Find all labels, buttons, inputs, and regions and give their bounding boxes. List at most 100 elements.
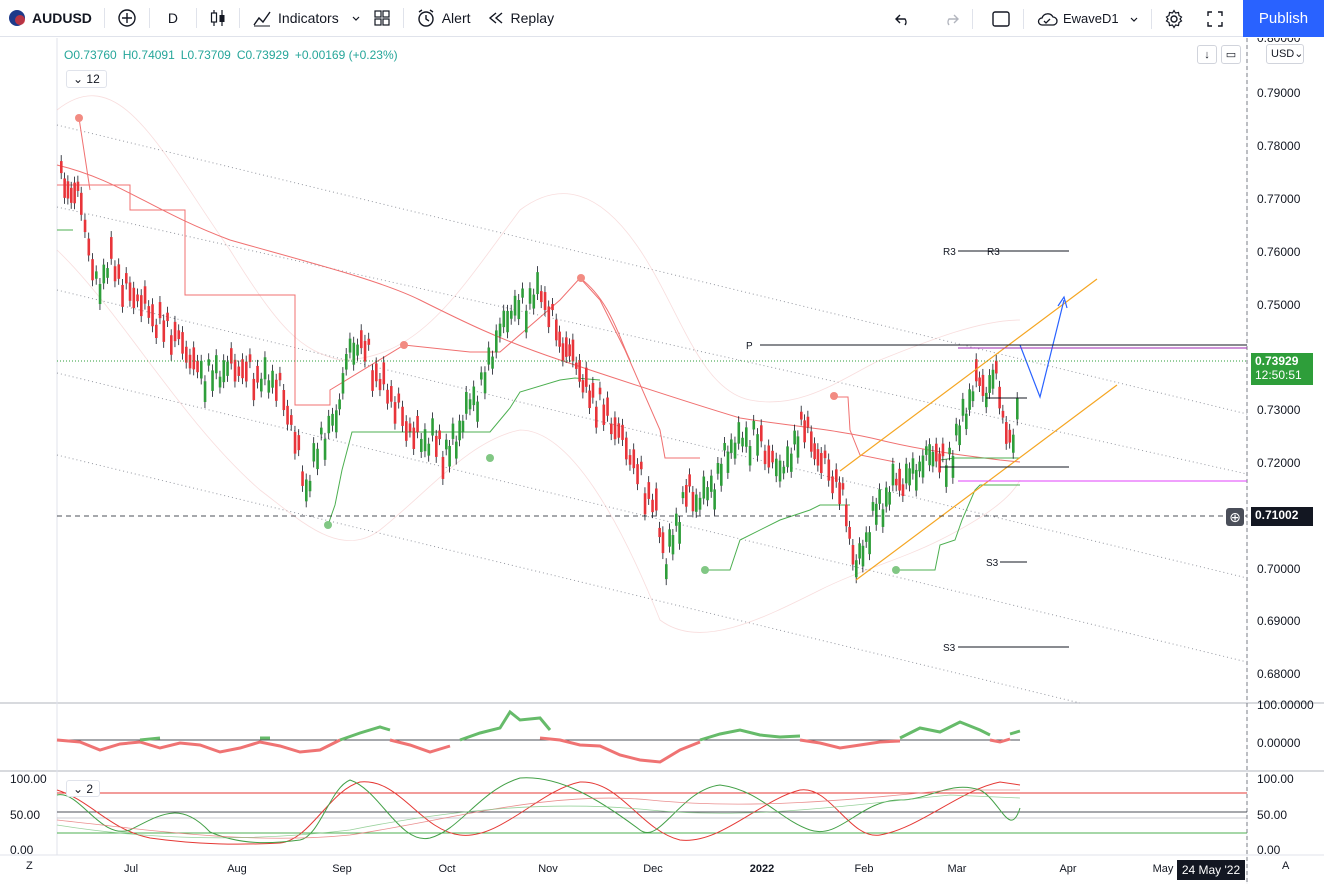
channel-line[interactable] [56,372,1248,663]
candle-body [971,391,975,402]
scroll-down-button[interactable]: ↓ [1197,45,1217,64]
candle-body [335,410,338,433]
candle-body [885,487,888,507]
p-label: P [746,341,753,352]
candle-body [741,437,744,447]
rising-channel-lower[interactable] [855,384,1118,581]
candle-body [540,291,543,303]
candle-body [356,344,359,356]
oscillator-pane[interactable] [56,709,1021,764]
chart-type-button[interactable] [201,0,235,37]
chart-canvas[interactable]: R3 R3 P S3 S3 0.79000 0.78000 0.77000 0.760… [0,38,1324,884]
candle-body [412,427,416,449]
candle-body [308,480,312,492]
pane3-collapse-button[interactable]: ⌄ 2 [66,780,101,797]
candle-body [796,436,800,458]
channel-line[interactable] [56,454,1081,704]
layout-name-button[interactable]: EwaveD1 [1028,0,1147,37]
symbol-label: AUDUSD [32,10,92,26]
candles-icon [210,10,225,26]
candle-body [1012,434,1015,453]
candle-body [678,522,681,544]
candle-body [610,423,613,435]
candle-body [931,451,935,467]
candle-body [928,444,931,466]
symbol-search[interactable]: AUDUSD [0,0,100,37]
candle-body [782,466,786,474]
candle-body [352,342,356,365]
layout-icon [992,10,1010,27]
compare-button[interactable] [109,0,145,37]
separator [1023,8,1024,29]
last-price-tag: 0.73929 12:50:51 [1251,353,1313,385]
countdown-value: 12:50:51 [1255,368,1302,382]
candle-body [921,455,925,478]
marker-high [577,274,585,282]
forecast-line[interactable] [1019,299,1065,399]
fullscreen-button[interactable] [1198,0,1232,37]
candle-body [723,442,726,451]
top-toolbar: AUDUSD D Indicators [0,0,1324,37]
candle-body [730,439,733,453]
candle-body [905,463,908,484]
candle-body [140,295,143,317]
price-tick-label: 0.80000 [1257,38,1301,45]
candle-body [360,330,363,349]
forecast-path[interactable] [1019,295,1068,399]
oscillator-axis[interactable]: 100.00000 0.00000 [1257,698,1314,750]
candle-body [778,460,782,482]
replay-button[interactable]: Replay [479,0,563,37]
stochastic-pane[interactable] [56,777,1247,845]
channel-line[interactable] [56,289,1248,579]
stoch-slow-line-2 [56,794,1021,839]
auto-scale-button[interactable]: A [1282,860,1289,872]
templates-dropdown[interactable] [347,0,365,37]
undo-icon [895,14,907,25]
indicators-collapse-button[interactable]: ⌄ 12 [66,70,107,88]
candle-body [640,461,643,470]
templates-button[interactable] [365,0,399,37]
candle-body [995,360,998,374]
crosshair-date-value: 24 May '22 [1181,863,1241,877]
candle-body [245,361,248,382]
time-axis[interactable]: Jul Aug Sep Oct Nov Dec 2022 Feb Mar Apr May [124,863,1174,875]
candle-body [441,456,445,479]
time-tick-label: 2022 [750,863,774,875]
candle-body [915,469,918,491]
candle-body [271,370,274,388]
interval-button[interactable]: D [154,0,192,37]
descending-channel[interactable] [56,124,1248,704]
indicators-button[interactable]: Indicators [244,0,347,37]
candle-body [898,468,901,491]
settings-button[interactable] [1156,0,1192,37]
candle-body [98,283,102,305]
publish-button[interactable]: Publish [1243,0,1324,37]
candle-body [632,449,636,469]
add-alert-button[interactable]: ⊕ [1226,508,1244,526]
channel-line[interactable] [56,206,1248,475]
candlestick-series[interactable] [60,155,1019,586]
rising-channel[interactable] [839,278,1118,581]
alert-button[interactable]: Alert [408,0,479,37]
chevron-down-icon: ⌄ [73,72,84,86]
layout-button[interactable] [983,0,1019,37]
undo-button[interactable] [886,0,920,37]
zoom-button[interactable]: Z [26,860,33,872]
candle-body [483,372,487,394]
rising-channel-upper[interactable] [839,278,1098,472]
candle-body [341,373,345,394]
maximize-pane-button[interactable]: ▭ [1221,45,1241,64]
currency-select[interactable]: USD⌄ [1266,44,1304,64]
stochastic-left-tick-label: 100.00 [10,772,47,786]
candle-body [188,354,192,369]
oscillator-negative [56,736,1011,764]
candle-body [865,532,868,542]
stochastic-axis[interactable]: 100.00 100.00 50.00 50.00 0.00 0.00 [10,772,1294,857]
candle-body [491,356,494,369]
pivot-levels[interactable] [57,250,1247,648]
candle-body [748,446,752,466]
redo-button[interactable] [934,0,968,37]
candle-body [803,420,806,443]
price-tick-label: 0.76000 [1257,245,1301,259]
envelope-bands [56,95,1021,633]
